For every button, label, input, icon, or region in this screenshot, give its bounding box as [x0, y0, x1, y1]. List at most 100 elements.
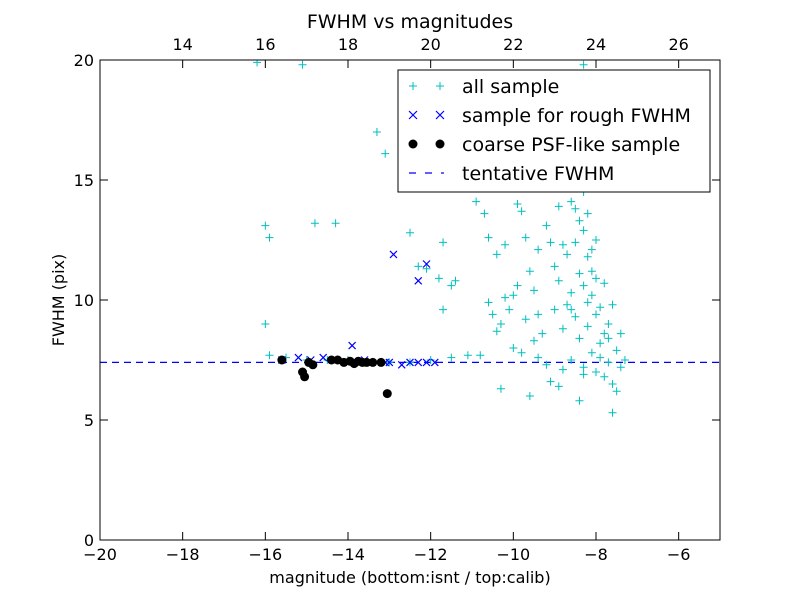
all-sample-point	[546, 377, 555, 386]
all-sample-point	[265, 233, 274, 242]
legend-marker-psf-sample	[408, 139, 418, 149]
all-sample-point	[530, 336, 538, 345]
all-sample-point	[558, 240, 567, 249]
legend-box	[397, 69, 711, 193]
psf-sample-point	[368, 357, 378, 367]
all-sample-point	[517, 348, 526, 357]
rough-sample-point	[414, 276, 423, 285]
y-tick-label: 0	[84, 531, 94, 550]
all-sample-point	[604, 320, 613, 328]
all-sample-point	[620, 356, 629, 364]
all-sample-point	[331, 219, 340, 228]
all-sample-point	[496, 320, 505, 328]
all-sample-point	[372, 128, 381, 136]
all-sample-point	[298, 60, 307, 69]
all-sample-point	[616, 329, 625, 338]
all-sample-point	[567, 197, 576, 206]
all-sample-point	[253, 60, 262, 67]
rough-sample-point	[406, 358, 414, 367]
all-sample-point	[579, 226, 588, 235]
legend-label: sample for rough FWHM	[462, 105, 691, 127]
top-tick-label: 16	[255, 35, 275, 54]
all-sample-point	[587, 245, 596, 254]
all-sample-point	[604, 358, 613, 367]
all-sample-point	[600, 329, 609, 338]
all-sample-point	[463, 351, 472, 360]
psf-sample-point	[382, 389, 392, 399]
all-sample-point	[476, 351, 485, 360]
all-sample-point	[600, 372, 609, 381]
all-sample-point	[587, 291, 596, 300]
all-sample-point	[538, 329, 547, 338]
all-sample-point	[517, 207, 526, 216]
all-sample-point	[608, 408, 617, 417]
all-sample-point	[579, 60, 588, 69]
all-sample-point	[447, 353, 456, 362]
x-tick-label: −16	[248, 545, 282, 564]
rough-sample-point	[414, 358, 423, 367]
rough-sample-point	[294, 353, 303, 362]
all-sample-point	[567, 356, 576, 364]
all-sample-point	[600, 279, 609, 288]
rough-sample-point	[422, 358, 431, 367]
legend: all sample sample for rough FWHM coarse PS…	[397, 69, 711, 193]
psf-sample-point	[362, 357, 372, 367]
psf-sample-point	[277, 355, 287, 365]
psf-sample-point	[376, 357, 386, 367]
all-sample-point	[575, 396, 584, 405]
all-sample-point	[521, 315, 530, 324]
legend-label: all sample	[462, 76, 559, 98]
y-tick-label: 15	[74, 171, 94, 190]
rough-sample-point	[397, 360, 406, 369]
all-sample-point	[604, 334, 613, 343]
all-sample-point	[596, 339, 605, 348]
all-sample-point	[261, 221, 270, 230]
x-tick-label: −6	[667, 545, 691, 564]
all-sample-point	[534, 310, 543, 319]
y-tick-label: 10	[74, 291, 94, 310]
rough-sample-point	[422, 260, 431, 268]
all-sample-point	[501, 240, 510, 249]
all-sample-point	[608, 380, 617, 388]
legend-marker-all-sample	[409, 82, 417, 90]
all-sample-point	[472, 197, 481, 206]
all-sample-point	[513, 281, 522, 290]
all-sample-point	[484, 233, 493, 242]
all-sample-point	[612, 346, 621, 355]
all-sample-point	[509, 344, 518, 352]
all-sample-point	[571, 312, 580, 321]
rough-sample-point	[389, 250, 398, 259]
all-sample-point	[579, 363, 588, 372]
all-sample-point	[596, 353, 605, 362]
all-sample-point	[534, 353, 543, 362]
all-sample-point	[563, 250, 572, 259]
all-sample-point	[592, 274, 600, 283]
all-sample-point	[496, 384, 505, 393]
all-sample-point	[261, 320, 270, 328]
all-sample-point	[612, 387, 621, 396]
all-sample-point	[492, 250, 501, 259]
rough-sample-point	[319, 353, 328, 362]
all-sample-point	[422, 264, 431, 273]
all-sample-point	[592, 368, 600, 376]
all-sample-point	[414, 262, 423, 271]
all-sample-point	[592, 236, 600, 244]
all-sample-point	[550, 305, 559, 314]
all-sample-point	[583, 322, 592, 331]
all-sample-point	[558, 365, 567, 374]
all-sample-point	[571, 238, 580, 247]
x-tick-label: −12	[414, 545, 448, 564]
all-sample-point	[265, 351, 274, 360]
all-sample-point	[579, 370, 588, 379]
all-sample-point	[583, 298, 592, 307]
all-sample-point	[439, 305, 448, 314]
all-sample-point	[563, 300, 572, 309]
top-tick-label: 26	[668, 35, 688, 54]
all-sample-point	[546, 238, 555, 247]
psf-sample-point	[326, 355, 336, 365]
legend-marker-psf-sample	[435, 139, 445, 149]
all-sample-point	[575, 216, 584, 225]
all-sample-point	[505, 305, 514, 314]
legend-label: tentative FWHM	[462, 163, 614, 185]
